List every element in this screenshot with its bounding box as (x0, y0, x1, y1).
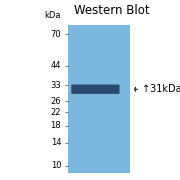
Text: 22: 22 (51, 108, 61, 117)
Text: ↑31kDa: ↑31kDa (142, 84, 180, 94)
Text: 70: 70 (51, 30, 61, 39)
Bar (68, 25, 130, 173)
Text: kDa: kDa (45, 11, 61, 20)
Text: 18: 18 (51, 122, 61, 130)
Text: Western Blot: Western Blot (74, 4, 149, 17)
Text: 14: 14 (51, 138, 61, 147)
Text: 10: 10 (51, 161, 61, 170)
FancyBboxPatch shape (71, 85, 120, 94)
Text: 44: 44 (51, 61, 61, 70)
Text: 33: 33 (50, 80, 61, 89)
Text: 26: 26 (51, 97, 61, 106)
